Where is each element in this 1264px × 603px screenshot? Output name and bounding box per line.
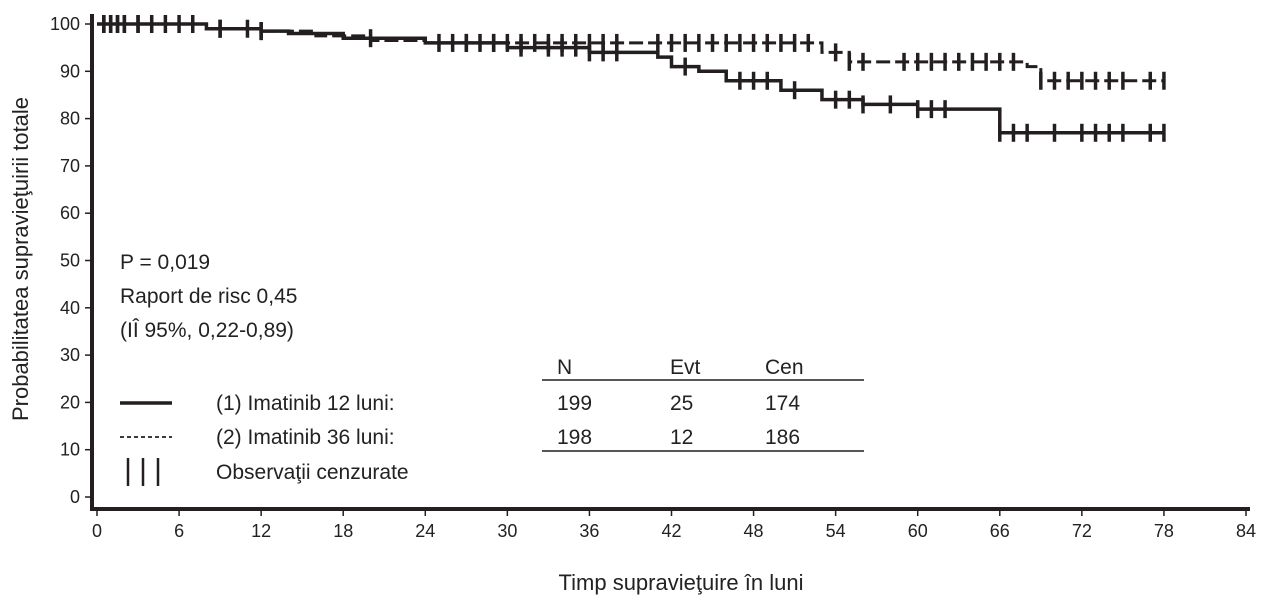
hazard-ratio-annotation: Raport de risc 0,45: [120, 285, 297, 308]
y-tick-label: 80: [60, 109, 80, 129]
p-value-annotation: P = 0,019: [120, 251, 210, 274]
x-axis-title: Timp supravieţuire în luni: [559, 570, 804, 595]
table-cell: 12: [670, 426, 693, 449]
y-axis-title: Probabilitatea supravieţuirii totale: [8, 97, 33, 421]
table-header-cen: Cen: [765, 356, 804, 379]
table-cell: 198: [557, 426, 592, 449]
x-tick-label: 84: [1236, 521, 1256, 541]
y-tick-label: 30: [60, 345, 80, 365]
x-tick-label: 66: [990, 521, 1010, 541]
legend-censor-mark-sample: [126, 458, 160, 486]
y-tick-label: 60: [60, 203, 80, 223]
summary-table: N Evt Cen 199 25 174 198 12 186: [542, 356, 864, 452]
x-tick-label: 30: [497, 521, 517, 541]
x-tick-label: 18: [333, 521, 353, 541]
x-tick-label: 42: [661, 521, 681, 541]
y-tick-label: 10: [60, 440, 80, 460]
y-axis-ticks: 0 10 20 30 40 50 60 70 80 90 100: [50, 14, 92, 507]
legend: (1) Imatinib 12 luni: (2) Imatinib 36 lu…: [120, 392, 409, 486]
confidence-interval-annotation: (IÎ 95%, 0,22-0,89): [120, 319, 294, 342]
y-tick-label: 50: [60, 251, 80, 271]
survival-curve-imatinib-12: [97, 22, 1164, 135]
legend-label-censored: Observaţii cenzurate: [216, 461, 409, 484]
x-tick-label: 48: [744, 521, 764, 541]
y-tick-label: 90: [60, 61, 80, 81]
x-tick-label: 6: [174, 521, 184, 541]
table-cell: 174: [765, 392, 800, 415]
x-axis-ticks: 0 6 12 18 24 30 36 42 48 54 60 66 72 78 84: [92, 509, 1256, 541]
table-cell: 25: [670, 392, 693, 415]
table-header-evt: Evt: [670, 356, 701, 379]
y-tick-label: 100: [50, 14, 80, 34]
x-tick-label: 0: [92, 521, 102, 541]
x-tick-label: 78: [1154, 521, 1174, 541]
x-tick-label: 36: [579, 521, 599, 541]
y-tick-label: 40: [60, 298, 80, 318]
x-tick-label: 24: [415, 521, 435, 541]
table-cell: 186: [765, 426, 800, 449]
x-tick-label: 60: [908, 521, 928, 541]
survival-curves: [97, 15, 1166, 142]
x-tick-label: 72: [1072, 521, 1092, 541]
y-tick-label: 20: [60, 392, 80, 412]
table-header-n: N: [557, 356, 572, 379]
legend-label-dashed: (2) Imatinib 36 luni:: [216, 426, 395, 449]
legend-label-solid: (1) Imatinib 12 luni:: [216, 392, 395, 415]
y-tick-label: 0: [70, 487, 80, 507]
x-tick-label: 54: [826, 521, 846, 541]
y-tick-label: 70: [60, 156, 80, 176]
x-tick-label: 12: [251, 521, 271, 541]
table-cell: 199: [557, 392, 592, 415]
